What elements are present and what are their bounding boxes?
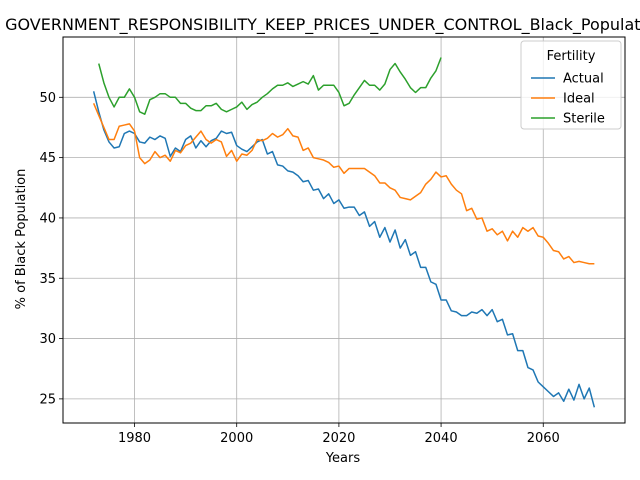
series-layer — [92, 57, 596, 408]
legend-box — [520, 40, 622, 130]
legend-label-actual: Actual — [563, 72, 604, 87]
chart-title: GOVERNMENT_RESPONSIBILITY_KEEP_PRICES_UN… — [5, 15, 640, 35]
x-axis-title: Years — [325, 451, 361, 466]
x-tick-label: 1980 — [118, 431, 151, 446]
legend: Fertility Actual Ideal Sterile — [520, 40, 622, 130]
y-tick-label: 50 — [39, 91, 56, 106]
legend-label-ideal: Ideal — [563, 92, 595, 107]
x-tick-label: 2000 — [220, 431, 253, 446]
series-line-actual — [92, 91, 596, 408]
x-tick-label: 2040 — [425, 431, 458, 446]
y-tick-label: 25 — [39, 392, 56, 407]
x-tick-label: 2020 — [322, 431, 355, 446]
y-axis: 25 30 35 40 45 50 — [39, 91, 63, 407]
y-tick-label: 45 — [39, 151, 56, 166]
x-tick-label: 2060 — [527, 431, 560, 446]
legend-label-sterile: Sterile — [563, 112, 605, 127]
y-axis-title: % of Black Population — [14, 169, 29, 310]
x-axis: 1980 2000 2020 2040 2060 — [118, 423, 560, 446]
y-tick-label: 30 — [39, 332, 56, 347]
legend-title: Fertility — [547, 49, 596, 64]
series-line-ideal — [92, 103, 595, 265]
series-line-sterile — [98, 57, 442, 115]
y-tick-label: 35 — [39, 272, 56, 287]
y-tick-label: 40 — [39, 211, 56, 226]
plot-frame — [62, 36, 626, 424]
